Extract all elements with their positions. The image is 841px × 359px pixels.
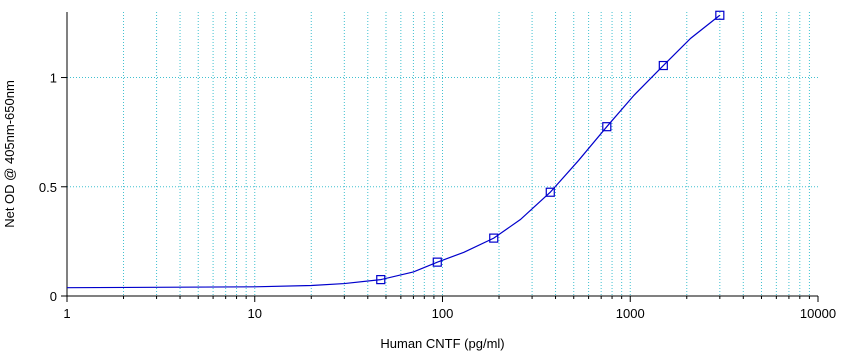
x-tick-label: 10	[248, 306, 262, 321]
fit-curve	[66, 14, 721, 289]
fit-curve-group	[66, 14, 721, 289]
data-point	[658, 60, 668, 71]
x-tick-label: 100	[432, 306, 454, 321]
axes: 1 10 100 1000 10000 0 0.5 1	[39, 12, 836, 321]
data-points	[376, 10, 725, 285]
data-point	[376, 275, 386, 285]
x-tick-label: 10000	[800, 306, 836, 321]
y-tick-label: 0	[50, 289, 57, 304]
x-tick-label: 1	[63, 306, 70, 321]
axis-labels: Human CNTF (pg/ml) Net OD @ 405nm-650nm	[2, 80, 505, 351]
data-point	[715, 10, 725, 20]
data-point	[489, 233, 499, 243]
y-tick-label: 1	[50, 71, 57, 86]
data-point	[545, 187, 555, 197]
data-point	[602, 122, 612, 132]
x-tick-label: 1000	[616, 306, 645, 321]
y-axis-title: Net OD @ 405nm-650nm	[2, 80, 17, 228]
data-point	[432, 257, 442, 267]
y-tick-label: 0.5	[39, 180, 57, 195]
grid-lines	[67, 12, 818, 296]
x-axis-title: Human CNTF (pg/ml)	[380, 336, 504, 351]
